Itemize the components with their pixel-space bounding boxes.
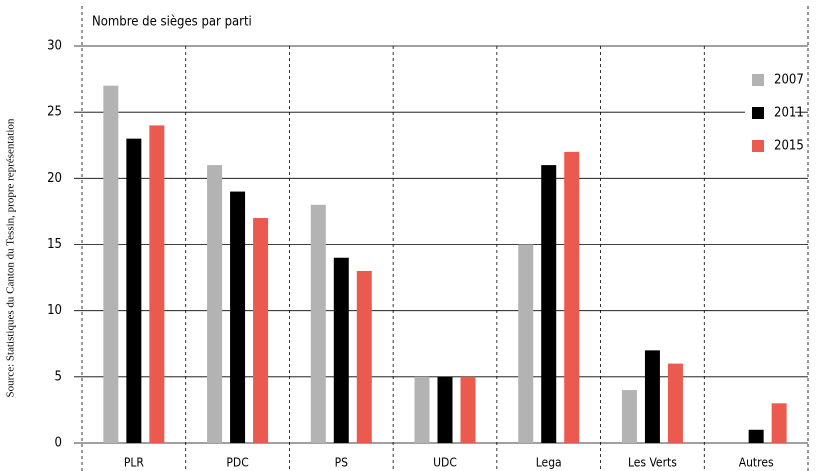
y-tick-label: 15 [47, 237, 62, 252]
bar [310, 204, 326, 443]
bar [103, 85, 119, 443]
bar [644, 350, 660, 443]
bar [333, 257, 349, 443]
legend-label: 2011 [774, 106, 804, 121]
x-tick-label: PDC [226, 456, 248, 470]
bar [230, 191, 246, 443]
y-tick-label: 10 [47, 303, 62, 318]
legend-swatch [752, 107, 764, 119]
y-tick-label: 30 [47, 39, 62, 54]
y-tick-label: 25 [47, 105, 62, 120]
x-tick-label: Autres [739, 456, 774, 470]
bar [748, 429, 764, 443]
bar [460, 376, 476, 443]
legend-swatch [752, 140, 764, 152]
bar [207, 165, 223, 443]
bar [667, 363, 683, 443]
legend-label: 2007 [774, 73, 804, 88]
legend-swatch [752, 74, 764, 86]
y-tick-label: 5 [55, 369, 62, 384]
bar [149, 125, 165, 444]
x-tick-label: UDC [433, 456, 457, 470]
chart-title: Nombre de sièges par parti [92, 15, 252, 30]
x-tick-label: PS [335, 456, 349, 470]
bar [253, 218, 269, 443]
bar [771, 403, 787, 443]
source-note: Source: Statistiques du Canton du Tessin… [5, 118, 17, 397]
bar [356, 270, 372, 443]
x-tick-label: Lega [536, 456, 562, 470]
legend-label: 2015 [774, 139, 804, 154]
bar [518, 244, 534, 443]
x-tick-label: Les Verts [628, 456, 677, 470]
bar [126, 138, 142, 443]
bar [541, 165, 557, 443]
y-tick-label: 0 [55, 436, 62, 451]
bar [621, 390, 637, 443]
bar [437, 376, 453, 443]
bar [414, 376, 430, 443]
x-tick-label: PLR [124, 456, 145, 470]
bar [564, 151, 580, 443]
y-tick-label: 20 [47, 171, 62, 186]
